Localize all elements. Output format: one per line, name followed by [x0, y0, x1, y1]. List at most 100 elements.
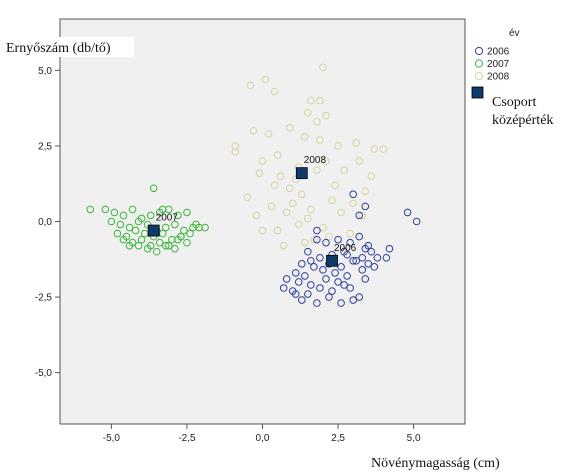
point-2006 — [364, 241, 373, 250]
point-2008 — [246, 81, 255, 90]
point-2007 — [189, 223, 197, 232]
point-2008 — [304, 214, 312, 223]
point-2007 — [149, 184, 158, 193]
point-2007 — [161, 241, 170, 250]
point-2006 — [279, 284, 288, 292]
point-2007 — [110, 208, 119, 217]
legend-marker-2007 — [474, 59, 484, 68]
point-2006 — [291, 290, 300, 298]
point-2008 — [355, 157, 364, 165]
point-2006 — [334, 235, 342, 244]
point-2006 — [364, 260, 373, 268]
point-2007 — [101, 205, 110, 214]
point-2007 — [165, 205, 173, 214]
y-tick-label: -5,0 — [35, 368, 53, 379]
point-2006 — [307, 256, 315, 265]
x-tick-label: 2,5 — [331, 433, 345, 444]
point-2006 — [370, 263, 379, 271]
point-2007 — [137, 235, 146, 244]
point-2006 — [291, 269, 300, 277]
point-2007 — [165, 241, 173, 250]
point-2007 — [183, 208, 191, 217]
point-2007 — [146, 211, 155, 220]
point-2006 — [331, 269, 339, 277]
point-2008 — [316, 136, 324, 144]
legend-entry-2007: 2007 — [487, 59, 510, 70]
point-2008 — [307, 96, 315, 105]
centroid-label-2008: 2008 — [304, 155, 327, 166]
point-2006 — [322, 275, 330, 283]
point-2006 — [337, 299, 345, 307]
point-2007 — [128, 205, 137, 214]
centroid-2006 — [326, 254, 338, 267]
point-2006 — [358, 253, 367, 262]
point-2008 — [310, 235, 318, 244]
point-2006 — [355, 211, 364, 220]
point-2007 — [186, 229, 194, 238]
point-2007 — [119, 211, 128, 220]
legend-centroid-label-line1: Csoport — [492, 95, 536, 110]
point-2007 — [183, 238, 191, 247]
point-2008 — [288, 199, 297, 208]
point-2008 — [231, 142, 240, 150]
point-2006 — [307, 281, 315, 289]
point-2008 — [267, 202, 276, 211]
point-2008 — [270, 181, 279, 190]
y-tick-label: 5,0 — [38, 66, 52, 77]
point-2008 — [264, 130, 273, 138]
point-2008 — [313, 166, 321, 174]
point-2007 — [171, 244, 179, 253]
x-tick-label: 5,0 — [407, 433, 421, 444]
point-2006 — [385, 244, 394, 253]
point-2007 — [177, 232, 185, 241]
point-2006 — [361, 275, 370, 283]
point-2006 — [361, 202, 370, 211]
point-2006 — [337, 263, 345, 271]
point-2007 — [155, 238, 164, 247]
point-2007 — [180, 226, 188, 235]
point-2006 — [382, 253, 391, 262]
point-2008 — [367, 172, 376, 180]
point-2008 — [370, 145, 379, 153]
point-2006 — [349, 296, 357, 304]
point-2006 — [412, 217, 421, 226]
point-2008 — [258, 157, 267, 165]
point-2008 — [258, 226, 267, 235]
point-2008 — [261, 75, 270, 84]
point-2006 — [319, 266, 327, 274]
point-2006 — [313, 235, 321, 244]
point-2006 — [349, 256, 357, 265]
point-2007 — [143, 220, 152, 229]
point-2008 — [319, 63, 327, 72]
point-2008 — [243, 193, 252, 202]
point-2006 — [352, 256, 360, 265]
point-2007 — [152, 247, 161, 256]
point-2006 — [316, 253, 324, 262]
plot-area — [59, 18, 466, 425]
y-tick-label: -2,5 — [35, 293, 53, 304]
point-2007 — [119, 235, 128, 244]
point-2007 — [125, 223, 134, 232]
point-2006 — [313, 299, 321, 307]
axis-ticks: -5,0 -2,5 0,0 2,5 5,0 -5,0 -2,5 0,0 2,5 5,0 — [35, 66, 421, 444]
point-2008 — [349, 199, 357, 208]
point-2007 — [107, 217, 116, 226]
point-2008 — [334, 142, 342, 150]
point-2008 — [304, 108, 312, 117]
y-tick-label: 0,0 — [38, 217, 52, 228]
point-2008 — [322, 157, 330, 165]
point-2006 — [367, 247, 376, 256]
point-2007 — [201, 223, 209, 232]
point-2008 — [313, 117, 321, 126]
legend-title: év — [509, 28, 520, 39]
point-2006 — [325, 293, 333, 301]
legend-centroid-label-line2: középérték — [492, 113, 553, 128]
point-2007 — [174, 211, 182, 220]
x-axis-label: Növénymagasság (cm) — [371, 456, 500, 471]
point-2006 — [343, 250, 351, 259]
point-2007 — [116, 220, 125, 229]
point-2007 — [131, 226, 140, 235]
point-2008 — [361, 187, 370, 196]
